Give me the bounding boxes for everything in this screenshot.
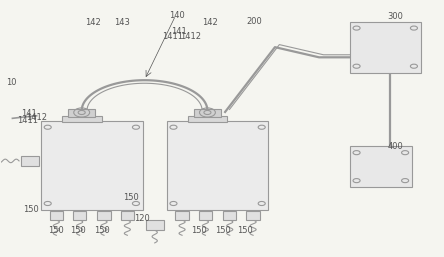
Text: 150: 150 xyxy=(48,226,63,235)
Bar xyxy=(350,22,420,72)
Text: 1412: 1412 xyxy=(180,32,201,41)
Text: 150: 150 xyxy=(94,226,110,235)
Text: 400: 400 xyxy=(388,142,403,151)
Text: 150: 150 xyxy=(123,193,139,202)
Text: 150: 150 xyxy=(191,226,207,235)
Bar xyxy=(41,121,143,210)
Bar xyxy=(175,211,189,220)
Text: 150: 150 xyxy=(70,226,86,235)
Text: 200: 200 xyxy=(246,17,262,26)
Bar xyxy=(121,211,134,220)
Text: 140: 140 xyxy=(169,11,185,20)
Bar xyxy=(146,220,163,230)
Bar xyxy=(350,146,412,187)
Text: 150: 150 xyxy=(238,226,253,235)
Text: 1411: 1411 xyxy=(163,32,183,41)
Text: 1411: 1411 xyxy=(17,116,38,125)
Text: 142: 142 xyxy=(202,19,218,27)
Text: 141: 141 xyxy=(21,109,37,118)
Bar xyxy=(50,211,63,220)
Text: 300: 300 xyxy=(388,12,403,21)
Text: 120: 120 xyxy=(134,214,150,223)
Text: 150: 150 xyxy=(215,226,231,235)
Text: 143: 143 xyxy=(114,19,130,27)
Text: 10: 10 xyxy=(6,78,16,87)
Bar xyxy=(21,156,39,166)
Text: 142: 142 xyxy=(85,19,101,27)
Bar xyxy=(199,211,212,220)
Bar xyxy=(223,211,236,220)
Bar xyxy=(97,211,111,220)
Bar xyxy=(73,211,86,220)
Bar xyxy=(68,109,95,117)
Bar xyxy=(62,116,102,122)
Text: 1412: 1412 xyxy=(26,113,47,122)
Text: 150: 150 xyxy=(24,205,39,214)
Text: 141: 141 xyxy=(171,27,187,36)
Bar xyxy=(246,211,260,220)
Bar xyxy=(194,109,221,117)
Bar xyxy=(187,116,227,122)
Bar xyxy=(167,121,268,210)
